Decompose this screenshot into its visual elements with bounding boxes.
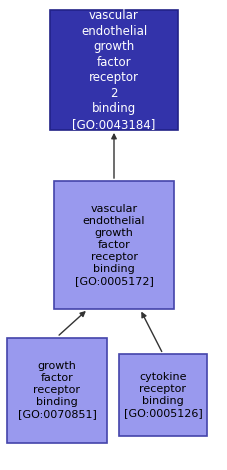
Text: cytokine
receptor
binding
[GO:0005126]: cytokine receptor binding [GO:0005126] [123, 372, 202, 418]
Text: vascular
endothelial
growth
factor
receptor
binding
[GO:0005172]: vascular endothelial growth factor recep… [74, 204, 153, 286]
FancyBboxPatch shape [7, 337, 106, 442]
Text: vascular
endothelial
growth
factor
receptor
2
binding
[GO:0043184]: vascular endothelial growth factor recep… [72, 9, 155, 131]
FancyBboxPatch shape [118, 354, 206, 436]
Text: growth
factor
receptor
binding
[GO:0070851]: growth factor receptor binding [GO:00708… [17, 361, 96, 419]
FancyBboxPatch shape [54, 181, 173, 309]
FancyBboxPatch shape [50, 10, 177, 130]
